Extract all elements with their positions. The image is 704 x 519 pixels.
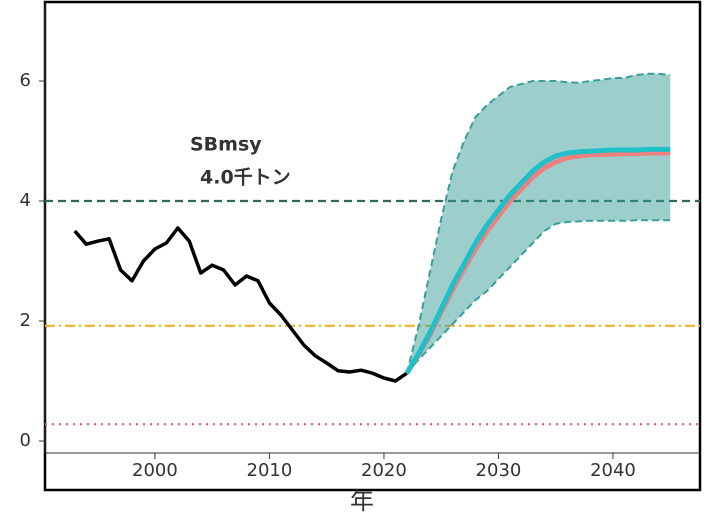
annotation: SBmsy bbox=[190, 134, 262, 156]
projection-band bbox=[406, 73, 671, 374]
x-tick-label: 2020 bbox=[361, 460, 407, 481]
y-tick-label: 4 bbox=[20, 190, 31, 211]
x-axis-label: 年 bbox=[350, 487, 374, 515]
annotation: 4.0千トン bbox=[200, 167, 291, 189]
x-tick-label: 2040 bbox=[590, 460, 636, 481]
x-tick-label: 2000 bbox=[132, 460, 178, 481]
series-line bbox=[404, 146, 671, 375]
band-edge bbox=[406, 219, 671, 374]
frame bbox=[43, 0, 702, 492]
y-tick-label: 0 bbox=[20, 430, 31, 451]
y-tick-label: 2 bbox=[20, 310, 31, 331]
series-line bbox=[73, 226, 408, 383]
x-tick-label: 2030 bbox=[476, 460, 522, 481]
band-edge bbox=[405, 72, 671, 374]
y-tick-label: 6 bbox=[20, 70, 31, 91]
x-tick-label: 2010 bbox=[247, 460, 293, 481]
